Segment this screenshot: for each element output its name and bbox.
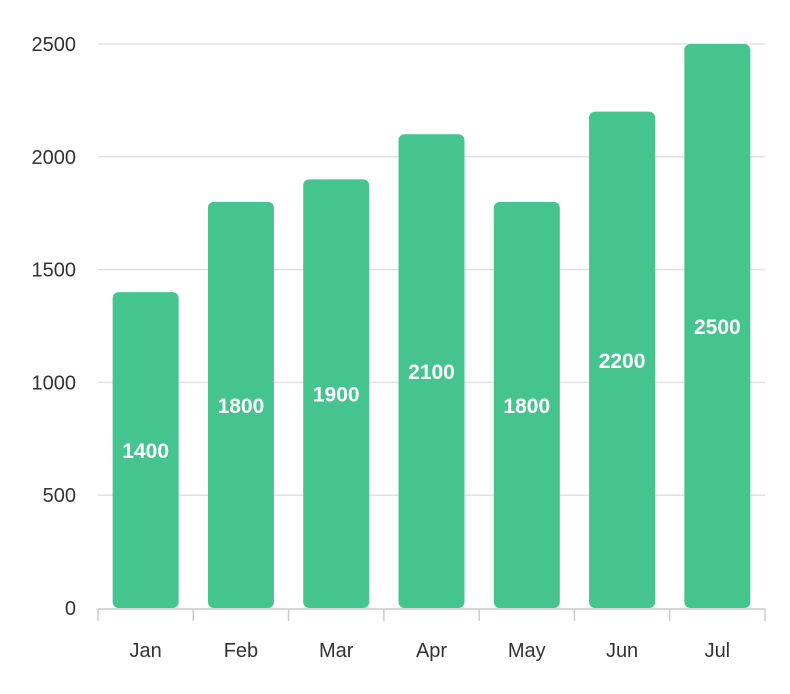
data-label-jun: 2200	[599, 350, 646, 373]
data-label-jul: 2500	[694, 316, 741, 339]
bar-may	[493, 201, 560, 609]
data-labels: 1400 1800 1900 2100 1800 2200 2500	[122, 316, 740, 463]
x-tick-label-may: May	[508, 640, 546, 662]
x-tick-label-apr: Apr	[416, 640, 447, 662]
bar-jun	[589, 111, 656, 609]
bars	[112, 44, 751, 609]
x-axis	[97, 608, 766, 621]
y-axis-ticks: 0 500 1000 1500 2000 2500	[32, 34, 77, 620]
data-label-apr: 2100	[408, 361, 455, 384]
y-tick-label: 1000	[32, 372, 77, 394]
data-label-jan: 1400	[122, 440, 169, 463]
bar-mar	[303, 179, 370, 609]
y-tick-label: 2000	[32, 147, 77, 169]
data-label-feb: 1800	[218, 395, 265, 418]
y-tick-label: 1500	[32, 260, 77, 282]
bar-feb	[207, 201, 274, 609]
x-tick-label-feb: Feb	[224, 640, 258, 662]
data-label-may: 1800	[503, 395, 550, 418]
x-axis-ticks: Jan Feb Mar Apr May Jun Jul	[130, 640, 731, 662]
y-tick-label: 0	[65, 598, 76, 620]
x-tick-label-jan: Jan	[130, 640, 162, 662]
bar-jul	[684, 44, 751, 608]
bar-apr	[398, 134, 465, 609]
data-label-mar: 1900	[313, 384, 360, 407]
y-tick-label: 2500	[32, 34, 77, 56]
x-tick-label-mar: Mar	[319, 640, 354, 662]
bar-jan	[112, 292, 179, 608]
x-tick-label-jul: Jul	[705, 640, 731, 662]
x-tick-label-jun: Jun	[606, 640, 638, 662]
y-tick-label: 500	[43, 485, 76, 507]
